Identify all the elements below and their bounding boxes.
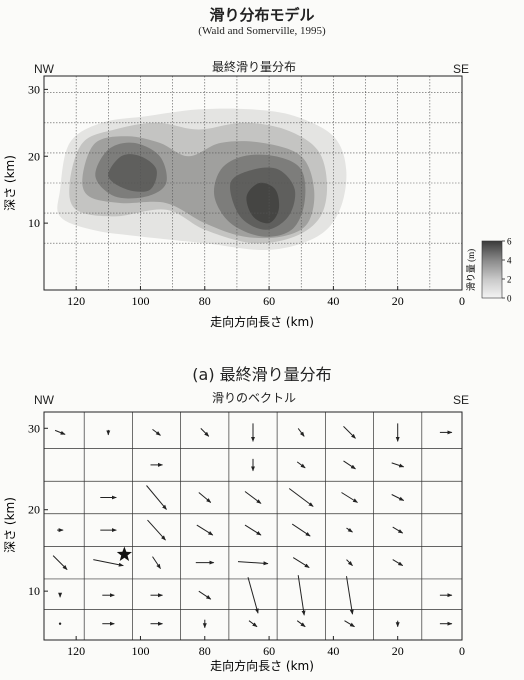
panel-b-ylabel: 深さ (km) xyxy=(3,497,17,553)
panel-a-se-label: SE xyxy=(453,62,470,76)
slip-vector xyxy=(391,462,405,468)
x-tick-label: 120 xyxy=(67,644,85,658)
x-tick-label: 100 xyxy=(131,644,149,658)
slip-vector xyxy=(244,491,262,504)
x-tick-label: 60 xyxy=(263,644,275,658)
slip-vector xyxy=(248,620,258,628)
slip-vector xyxy=(200,428,210,437)
panel-b-frame xyxy=(43,411,463,641)
slip-vector xyxy=(198,590,212,600)
x-tick-label: 60 xyxy=(263,294,275,308)
panel-a-frame xyxy=(43,75,463,291)
slip-vector xyxy=(346,576,354,615)
slip-vector xyxy=(288,488,314,507)
slip-vector xyxy=(392,559,404,567)
slip-vector xyxy=(297,428,305,437)
main-title: 滑り分布モデル xyxy=(209,6,315,24)
x-tick-label: 80 xyxy=(199,294,211,308)
y-tick-label: 10 xyxy=(28,584,40,598)
panel-b-title: 滑りのベクトル xyxy=(211,391,297,405)
y-tick-label: 20 xyxy=(28,149,40,163)
y-tick-label: 20 xyxy=(28,503,40,517)
slip-vector xyxy=(346,559,353,566)
panel-b-xlabel: 走向方向長さ (km) xyxy=(210,658,314,673)
x-tick-label: 0 xyxy=(459,644,465,658)
slip-vector xyxy=(196,524,214,536)
slip-vector xyxy=(391,494,405,501)
colorbar-tick-label: 6 xyxy=(507,237,512,247)
slip-vector xyxy=(52,555,68,570)
panel-a-ylabel: 深さ (km) xyxy=(3,155,17,211)
panel-a-title: 最終滑り量分布 xyxy=(211,60,297,74)
slip-vector xyxy=(343,426,356,439)
x-tick-label: 0 xyxy=(459,294,465,308)
slip-vector xyxy=(152,556,161,570)
slip-vector xyxy=(146,485,167,510)
colorbar-tick-label: 2 xyxy=(507,275,512,285)
colorbar-tick-label: 4 xyxy=(507,256,512,266)
panel-b-nw-label: NW xyxy=(34,393,54,407)
slip-vector xyxy=(54,429,66,435)
y-tick-label: 30 xyxy=(28,421,40,435)
slip-vector xyxy=(297,575,306,616)
slip-vector xyxy=(147,519,166,541)
slip-vector xyxy=(346,527,353,533)
x-tick-label: 20 xyxy=(392,294,404,308)
slip-vector xyxy=(296,461,306,469)
colorbar-label: 滑り量 (m) xyxy=(466,249,476,291)
slip-vector xyxy=(344,620,355,628)
x-tick-label: 80 xyxy=(199,644,211,658)
x-tick-label: 40 xyxy=(327,294,339,308)
hypocenter-star-icon xyxy=(116,546,132,561)
panel-a-caption: (a) 最終滑り量分布 xyxy=(192,365,332,384)
x-tick-label: 120 xyxy=(67,294,85,308)
panel-b-se-label: SE xyxy=(453,393,470,407)
slip-vector xyxy=(93,559,124,567)
x-tick-label: 20 xyxy=(392,644,404,658)
slip-vector xyxy=(237,561,269,566)
slip-vector xyxy=(198,492,212,503)
slip-vector xyxy=(296,620,306,628)
slip-vector xyxy=(58,622,62,625)
slip-vector xyxy=(244,524,262,536)
slip-vector xyxy=(292,557,310,569)
y-tick-label: 10 xyxy=(28,216,40,230)
slip-vector xyxy=(392,526,404,534)
colorbar xyxy=(481,240,503,299)
y-tick-label: 30 xyxy=(28,82,40,96)
slip-vector xyxy=(152,428,161,436)
citation: (Wald and Somerville, 1995) xyxy=(198,25,326,37)
panel-a-xlabel: 走向方向長さ (km) xyxy=(210,314,314,329)
panel-a-nw-label: NW xyxy=(34,62,54,76)
slip-vector xyxy=(343,460,356,470)
colorbar-tick-label: 0 xyxy=(507,294,512,304)
slip-vector xyxy=(247,577,259,614)
slip-contour-6 xyxy=(108,154,157,192)
slip-vector xyxy=(291,523,311,537)
slip-vector xyxy=(341,492,358,503)
x-tick-label: 40 xyxy=(327,644,339,658)
x-tick-label: 100 xyxy=(131,294,149,308)
